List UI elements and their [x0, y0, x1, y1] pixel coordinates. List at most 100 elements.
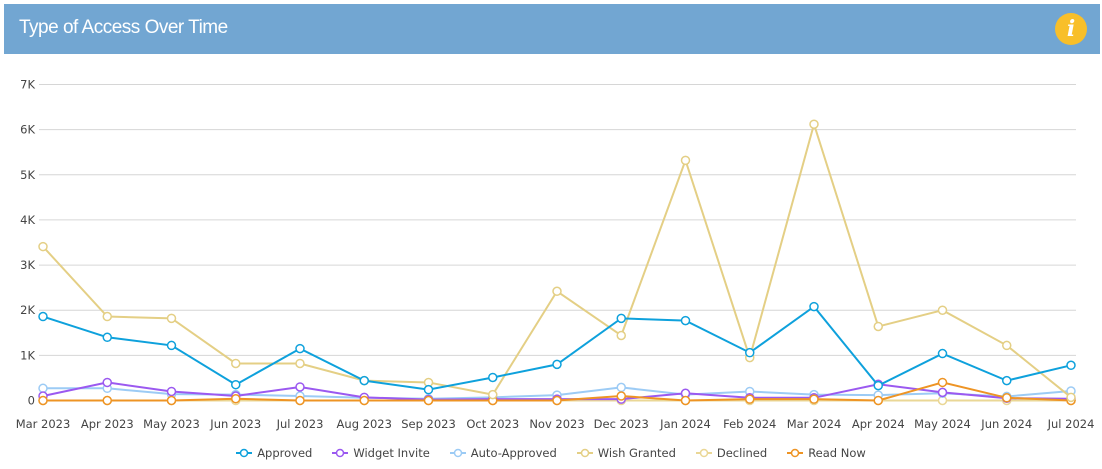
y-tick-label: 2K — [20, 303, 35, 317]
data-point[interactable] — [102, 311, 112, 322]
data-point[interactable] — [295, 395, 305, 406]
data-point[interactable] — [937, 305, 948, 315]
y-tick-label: 4K — [20, 213, 35, 227]
data-point[interactable] — [359, 375, 369, 386]
data-point[interactable] — [937, 348, 948, 359]
x-tick-label: Oct 2023 — [466, 417, 519, 431]
data-point[interactable] — [166, 395, 177, 406]
data-point[interactable] — [1066, 360, 1076, 371]
x-tick-label: Jul 2024 — [1047, 417, 1095, 431]
x-tick-label: Mar 2023 — [16, 417, 71, 431]
data-point[interactable] — [552, 395, 562, 406]
x-tick-label: Apr 2024 — [852, 417, 905, 431]
chart-title: Type of Access Over Time — [19, 17, 228, 38]
data-point[interactable] — [1002, 393, 1012, 403]
data-point[interactable] — [745, 347, 755, 358]
x-tick-label: Aug 2023 — [337, 417, 392, 431]
legend-label: Read Now — [808, 446, 866, 460]
info-icon[interactable]: i — [1055, 13, 1087, 45]
data-point[interactable] — [166, 340, 177, 351]
x-tick-label: Feb 2024 — [723, 417, 776, 431]
legend-label: Approved — [257, 446, 313, 460]
x-tick-label: May 2023 — [143, 417, 200, 431]
x-tick-label: Mar 2024 — [787, 417, 842, 431]
series-line-approved — [42, 305, 1072, 391]
legend-item[interactable]: Widget Invite — [332, 446, 430, 460]
chart-header: Type of Access Over Time i — [4, 4, 1100, 54]
data-point[interactable] — [166, 386, 177, 397]
legend-marker-icon — [695, 448, 712, 458]
series-line-wish-granted — [42, 120, 1072, 399]
legend-marker-icon — [787, 448, 804, 458]
x-tick-label: Jun 2023 — [209, 417, 261, 431]
data-point[interactable] — [616, 382, 626, 393]
data-point[interactable] — [423, 395, 434, 406]
data-point[interactable] — [38, 241, 48, 252]
legend-marker-icon — [576, 448, 593, 458]
data-point[interactable] — [488, 372, 498, 383]
data-point[interactable] — [1002, 375, 1012, 386]
x-tick-label: Sep 2023 — [401, 417, 456, 431]
data-point[interactable] — [295, 343, 305, 354]
legend-marker-icon — [236, 448, 253, 458]
data-point[interactable] — [873, 395, 883, 406]
data-point[interactable] — [231, 393, 241, 404]
data-point[interactable] — [102, 377, 112, 388]
legend-label: Auto-Approved — [470, 446, 557, 460]
line-chart: 0 1K 2K 3K 4K 5K 6K 7K Mar 2023 Apr 2023 May 2023 J… — [16, 78, 1095, 432]
legend-label: Widget Invite — [353, 446, 430, 460]
legend-label: Wish Granted — [597, 446, 676, 460]
data-point[interactable] — [809, 394, 819, 404]
data-point[interactable] — [937, 377, 948, 388]
legend-label: Declined — [716, 446, 768, 460]
data-point[interactable] — [295, 382, 305, 392]
data-point[interactable] — [745, 394, 755, 404]
data-point[interactable] — [231, 379, 241, 390]
data-point[interactable] — [937, 387, 948, 398]
x-tick-label: Nov 2023 — [529, 417, 584, 431]
data-point[interactable] — [38, 311, 48, 322]
data-point[interactable] — [680, 155, 691, 166]
data-point[interactable] — [488, 389, 498, 400]
y-tick-label: 5K — [20, 168, 35, 182]
data-point[interactable] — [873, 321, 883, 332]
data-point[interactable] — [616, 391, 626, 401]
data-point[interactable] — [166, 313, 177, 324]
data-point[interactable] — [295, 358, 305, 369]
legend-item[interactable]: Read Now — [787, 446, 866, 460]
data-point[interactable] — [38, 383, 48, 394]
data-point[interactable] — [102, 332, 112, 343]
x-tick-label: Jul 2023 — [276, 417, 324, 431]
data-point[interactable] — [231, 358, 241, 369]
y-tick-label: 7K — [20, 78, 35, 92]
legend-item[interactable]: Declined — [695, 446, 768, 460]
legend-item[interactable]: Approved — [236, 446, 312, 460]
legend-item[interactable]: Wish Granted — [576, 446, 676, 460]
data-point[interactable] — [1002, 340, 1012, 351]
data-point[interactable] — [616, 330, 626, 341]
data-point[interactable] — [552, 359, 562, 370]
x-tick-label: Dec 2023 — [594, 417, 649, 431]
data-point[interactable] — [680, 315, 691, 326]
data-point[interactable] — [1066, 392, 1076, 403]
y-tick-label: 6K — [20, 123, 35, 137]
data-point[interactable] — [873, 380, 883, 391]
data-point[interactable] — [102, 395, 112, 406]
data-point[interactable] — [359, 395, 369, 406]
chart-legend: Approved Widget Invite Auto-Approved Wish G… — [0, 446, 1102, 460]
x-tick-label: Apr 2023 — [81, 417, 134, 431]
data-point[interactable] — [809, 301, 819, 312]
data-point[interactable] — [38, 395, 48, 406]
data-point[interactable] — [616, 313, 626, 324]
legend-marker-icon — [332, 448, 349, 458]
y-tick-label: 0 — [28, 394, 35, 408]
data-point[interactable] — [423, 384, 434, 395]
data-point[interactable] — [680, 395, 691, 406]
legend-item[interactable]: Auto-Approved — [449, 446, 557, 460]
data-point[interactable] — [809, 119, 819, 129]
y-tick-label: 3K — [20, 258, 35, 272]
y-tick-label: 1K — [20, 348, 35, 362]
x-tick-label: May 2024 — [914, 417, 971, 431]
x-tick-label: Jun 2024 — [980, 417, 1032, 431]
data-point[interactable] — [552, 286, 562, 297]
